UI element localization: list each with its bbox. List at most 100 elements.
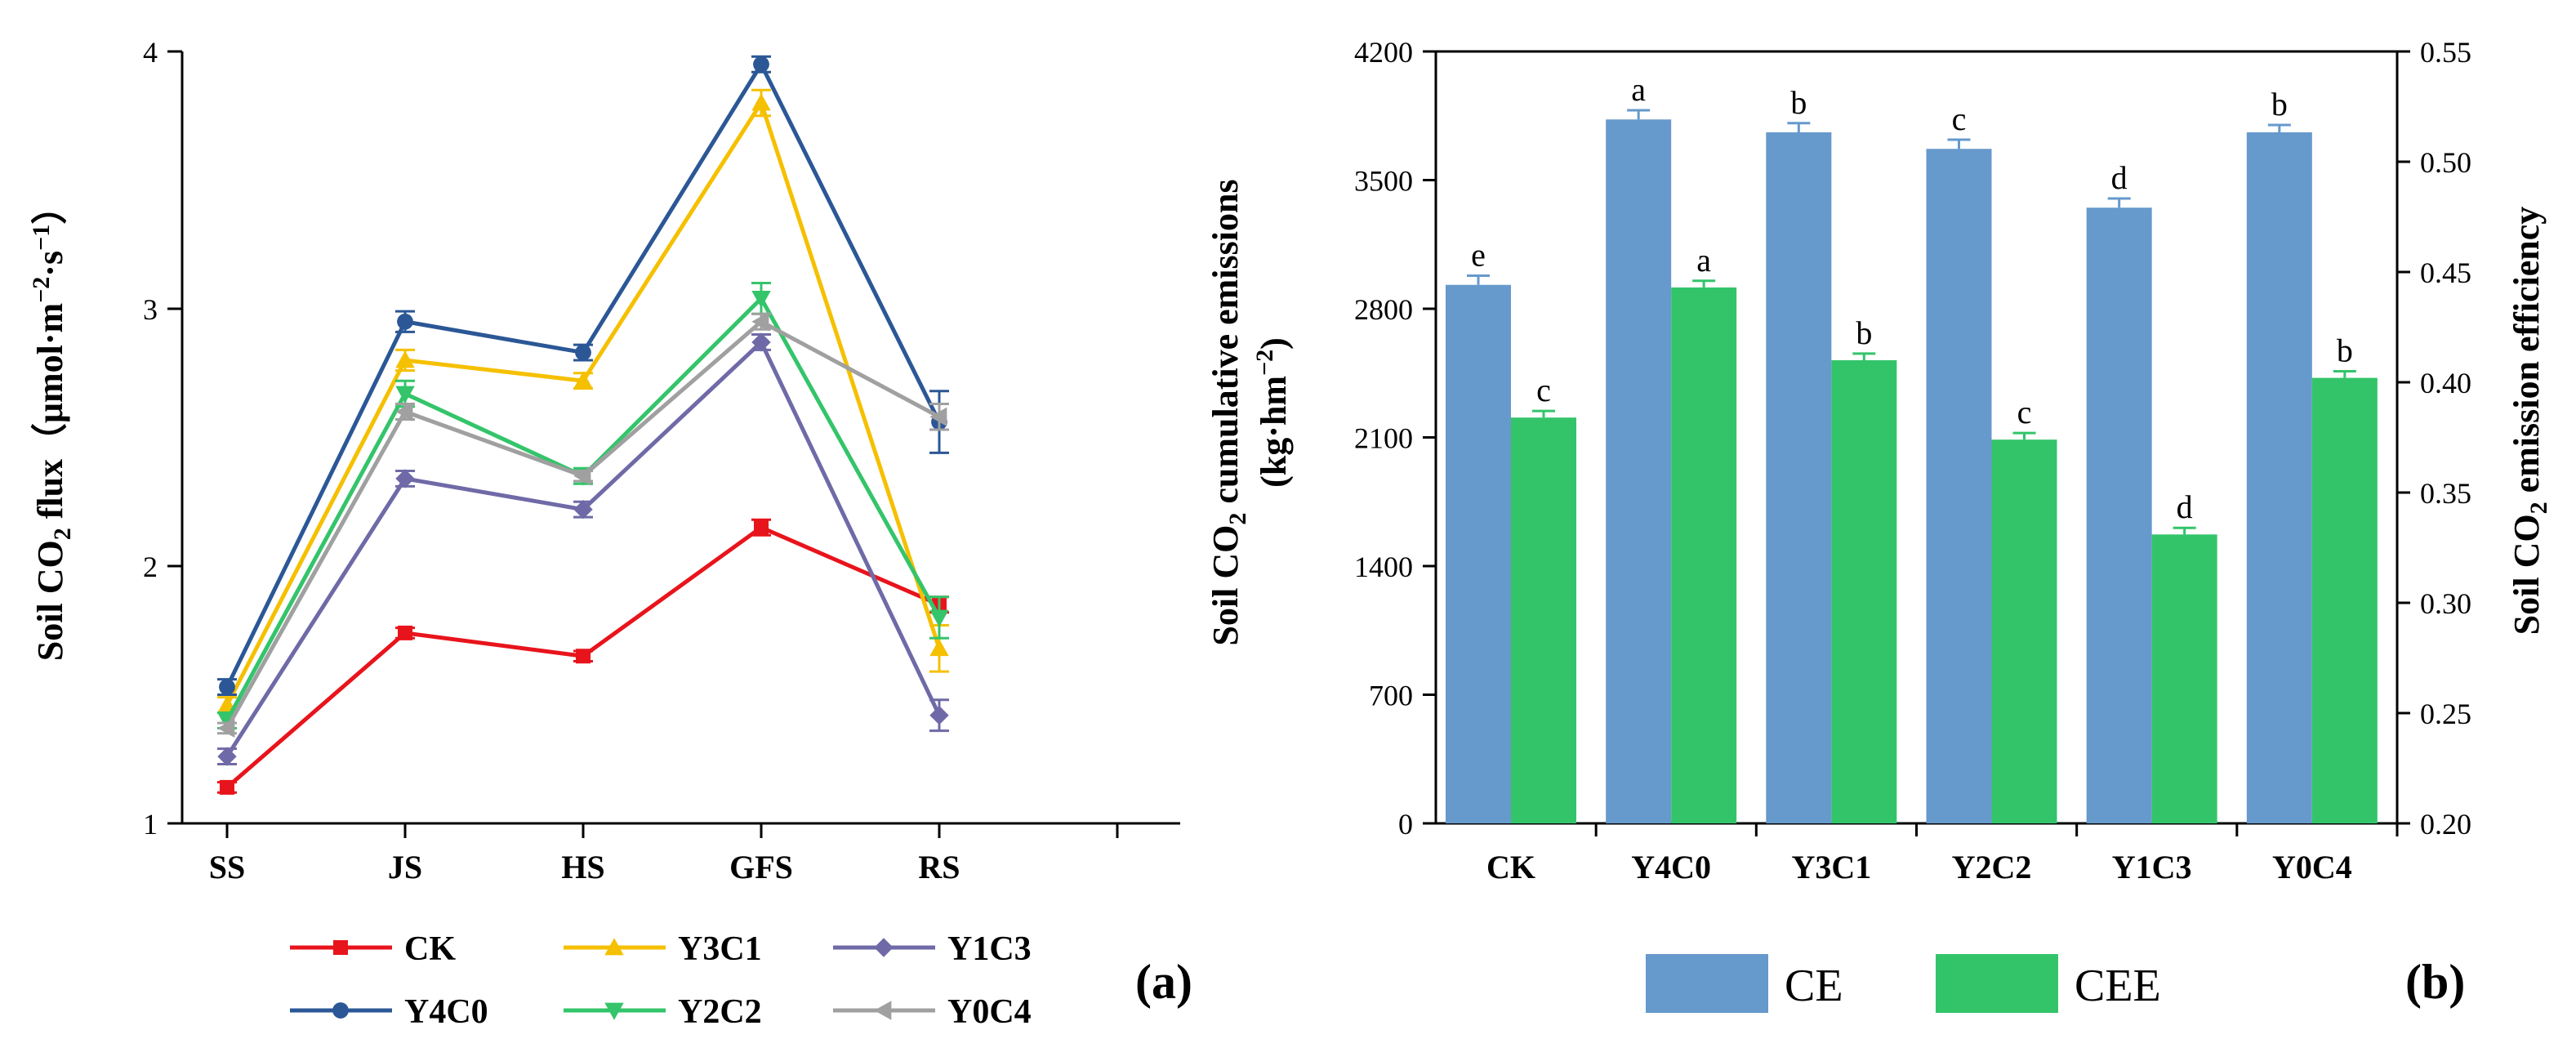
panel-b-bar-chart: e a b c d b c a b c d b CK Y4C0 Y3C1 Y2C2 Y1C3 Y0C4 0 700… — [1206, 36, 2552, 1013]
panel-a-series-y3c1 — [217, 90, 949, 712]
panel-b-x-tick-label: Y3C1 — [1791, 849, 1871, 885]
panel-a-y-tick-labels: 1 2 3 4 — [143, 36, 158, 841]
legend-label: Y3C1 — [678, 930, 762, 968]
bar-ce — [1927, 149, 1992, 823]
panel-a-x-tick-label: SS — [209, 849, 246, 885]
data-point-y4c0 — [575, 345, 591, 361]
panel-b-right-y-tick-label: 0.30 — [2420, 587, 2471, 620]
bar-ce — [1766, 132, 1831, 823]
legend-label: Y4C0 — [404, 993, 488, 1031]
panel-b-left-y-tick-labels: 0 700 1400 2100 2800 3500 4200 — [1354, 36, 1413, 841]
panel-a-label: (a) — [1135, 955, 1192, 1009]
data-point-y1c3 — [929, 706, 948, 725]
bar-cee — [1992, 439, 2057, 823]
significance-letter: d — [2177, 488, 2193, 525]
panel-b-left-y-tick-label: 2800 — [1354, 293, 1413, 326]
panel-a-y-axis-title: Soil CO2 flux（μmol·m−2·s−1） — [28, 189, 76, 661]
legend-swatch — [1646, 954, 1768, 1013]
legend-marker — [332, 1002, 349, 1019]
panel-b-left-y-tick-label: 3500 — [1354, 165, 1413, 198]
panel-b-right-y-tick-label: 0.35 — [2420, 477, 2471, 510]
significance-letter: a — [1696, 242, 1711, 279]
legend-label: CK — [404, 930, 456, 968]
panel-b-x-tick-label: Y0C4 — [2272, 849, 2352, 885]
legend-item-ck: CK — [290, 930, 456, 968]
data-point-y4c0 — [219, 679, 235, 695]
bar-ce — [2087, 207, 2152, 823]
panel-a-x-tick-label: RS — [918, 849, 960, 885]
panel-b-x-tick-labels: CK Y4C0 Y3C1 Y2C2 Y1C3 Y0C4 — [1486, 849, 2352, 885]
panel-a-y-tick-label: 3 — [143, 293, 158, 326]
panel-b-right-y-tick-label: 0.40 — [2420, 367, 2471, 399]
bar-ce — [2247, 132, 2312, 823]
panel-a-axes — [167, 51, 1180, 838]
significance-letter: b — [2271, 86, 2288, 123]
panel-a-legend: CK Y3C1 Y1C3 Y4C0 Y2C2 Y0C4 — [290, 930, 1032, 1031]
panel-b-legend: CE CEE — [1646, 954, 2161, 1013]
panel-b-right-y-tick-label: 0.25 — [2420, 698, 2471, 730]
legend-label: Y0C4 — [947, 993, 1032, 1031]
bar-ce — [1446, 285, 1511, 823]
panel-a-y-tick-label: 1 — [143, 808, 158, 841]
data-point-ck — [220, 780, 234, 795]
legend-item-y2c2: Y2C2 — [564, 993, 762, 1031]
panel-b-x-tick-label: Y1C3 — [2112, 849, 2192, 885]
bar-cee — [1831, 360, 1896, 823]
panel-b-x-tick-label: Y2C2 — [1952, 849, 2032, 885]
legend-item-y3c1: Y3C1 — [564, 930, 762, 968]
panel-a-x-tick-label: GFS — [729, 849, 793, 885]
panel-b-left-y-tick-label: 700 — [1369, 680, 1413, 712]
panel-b-left-y-tick-label: 4200 — [1354, 36, 1413, 69]
legend-item-y0c4: Y0C4 — [833, 993, 1032, 1031]
panel-b-right-y-tick-label: 0.45 — [2420, 256, 2471, 289]
panel-a-series — [217, 56, 949, 795]
panel-b-left-y-axis-title-line1: Soil CO2 cumulative emissions — [1206, 179, 1251, 645]
legend-label: CEE — [2075, 961, 2161, 1011]
panel-b-bars: ea b cdbcabcdb — [1446, 71, 2378, 823]
panel-b-left-y-tick-label: 0 — [1398, 808, 1413, 841]
significance-letter: b — [1856, 314, 1872, 351]
legend-label: Y2C2 — [678, 993, 762, 1031]
figure: SS JS HS GFS RS 1 2 3 4 Soil CO2 flux（μmol·m−2·… — [0, 0, 2576, 1048]
legend-swatch — [1936, 954, 2058, 1013]
legend-marker — [333, 940, 348, 955]
legend-item-cee: CEE — [1936, 954, 2161, 1013]
panel-b-left-y-axis-title-line2: (kg·hm−2) — [1251, 337, 1294, 488]
significance-letter: c — [1952, 100, 1967, 137]
data-point-y3c1 — [929, 639, 948, 656]
panel-a-y-tick-label: 4 — [143, 36, 158, 69]
panel-b-x-tick-label: Y4C0 — [1631, 849, 1711, 885]
panel-a-series-ck — [217, 520, 949, 795]
significance-letter: e — [1471, 237, 1486, 274]
panel-b-x-tick-label: CK — [1486, 849, 1535, 885]
panel-a-y-tick-label: 2 — [143, 551, 158, 583]
legend-item-ce: CE — [1646, 954, 1843, 1013]
significance-letter: d — [2111, 159, 2128, 196]
panel-a-x-tick-label: HS — [561, 849, 604, 885]
panel-b-left-y-tick-label: 2100 — [1354, 422, 1413, 455]
data-point-ck — [398, 626, 412, 640]
panel-a-x-tick-label: JS — [388, 849, 422, 885]
significance-letter: a — [1631, 71, 1646, 108]
series-line-y3c1 — [227, 103, 939, 705]
bar-cee — [1671, 288, 1736, 823]
bar-cee — [2312, 378, 2378, 823]
panel-b-right-y-tick-label: 0.50 — [2420, 146, 2471, 179]
significance-letter: b — [1790, 84, 1807, 121]
panel-a-line-chart: SS JS HS GFS RS 1 2 3 4 Soil CO2 flux（μmol·m−2·… — [28, 36, 1192, 1031]
data-point-ck — [754, 520, 769, 535]
legend-item-y4c0: Y4C0 — [290, 993, 488, 1031]
data-point-y4c0 — [397, 314, 413, 330]
data-point-y3c1 — [751, 93, 770, 110]
panel-a-x-tick-labels: SS JS HS GFS RS — [209, 849, 960, 885]
legend-label: CE — [1785, 961, 1843, 1011]
legend-label: Y1C3 — [947, 930, 1032, 968]
legend-marker — [874, 1001, 891, 1019]
bar-cee — [2152, 534, 2217, 823]
panel-b-left-y-tick-label: 1400 — [1354, 551, 1413, 583]
legend-item-y1c3: Y1C3 — [833, 930, 1032, 968]
data-point-y4c0 — [753, 56, 769, 73]
bar-ce — [1606, 119, 1671, 823]
panel-b-label: (b) — [2405, 955, 2465, 1009]
panel-b-right-y-tick-labels: 0.20 0.25 0.30 0.35 0.40 0.45 0.50 0.55 — [2420, 36, 2471, 841]
